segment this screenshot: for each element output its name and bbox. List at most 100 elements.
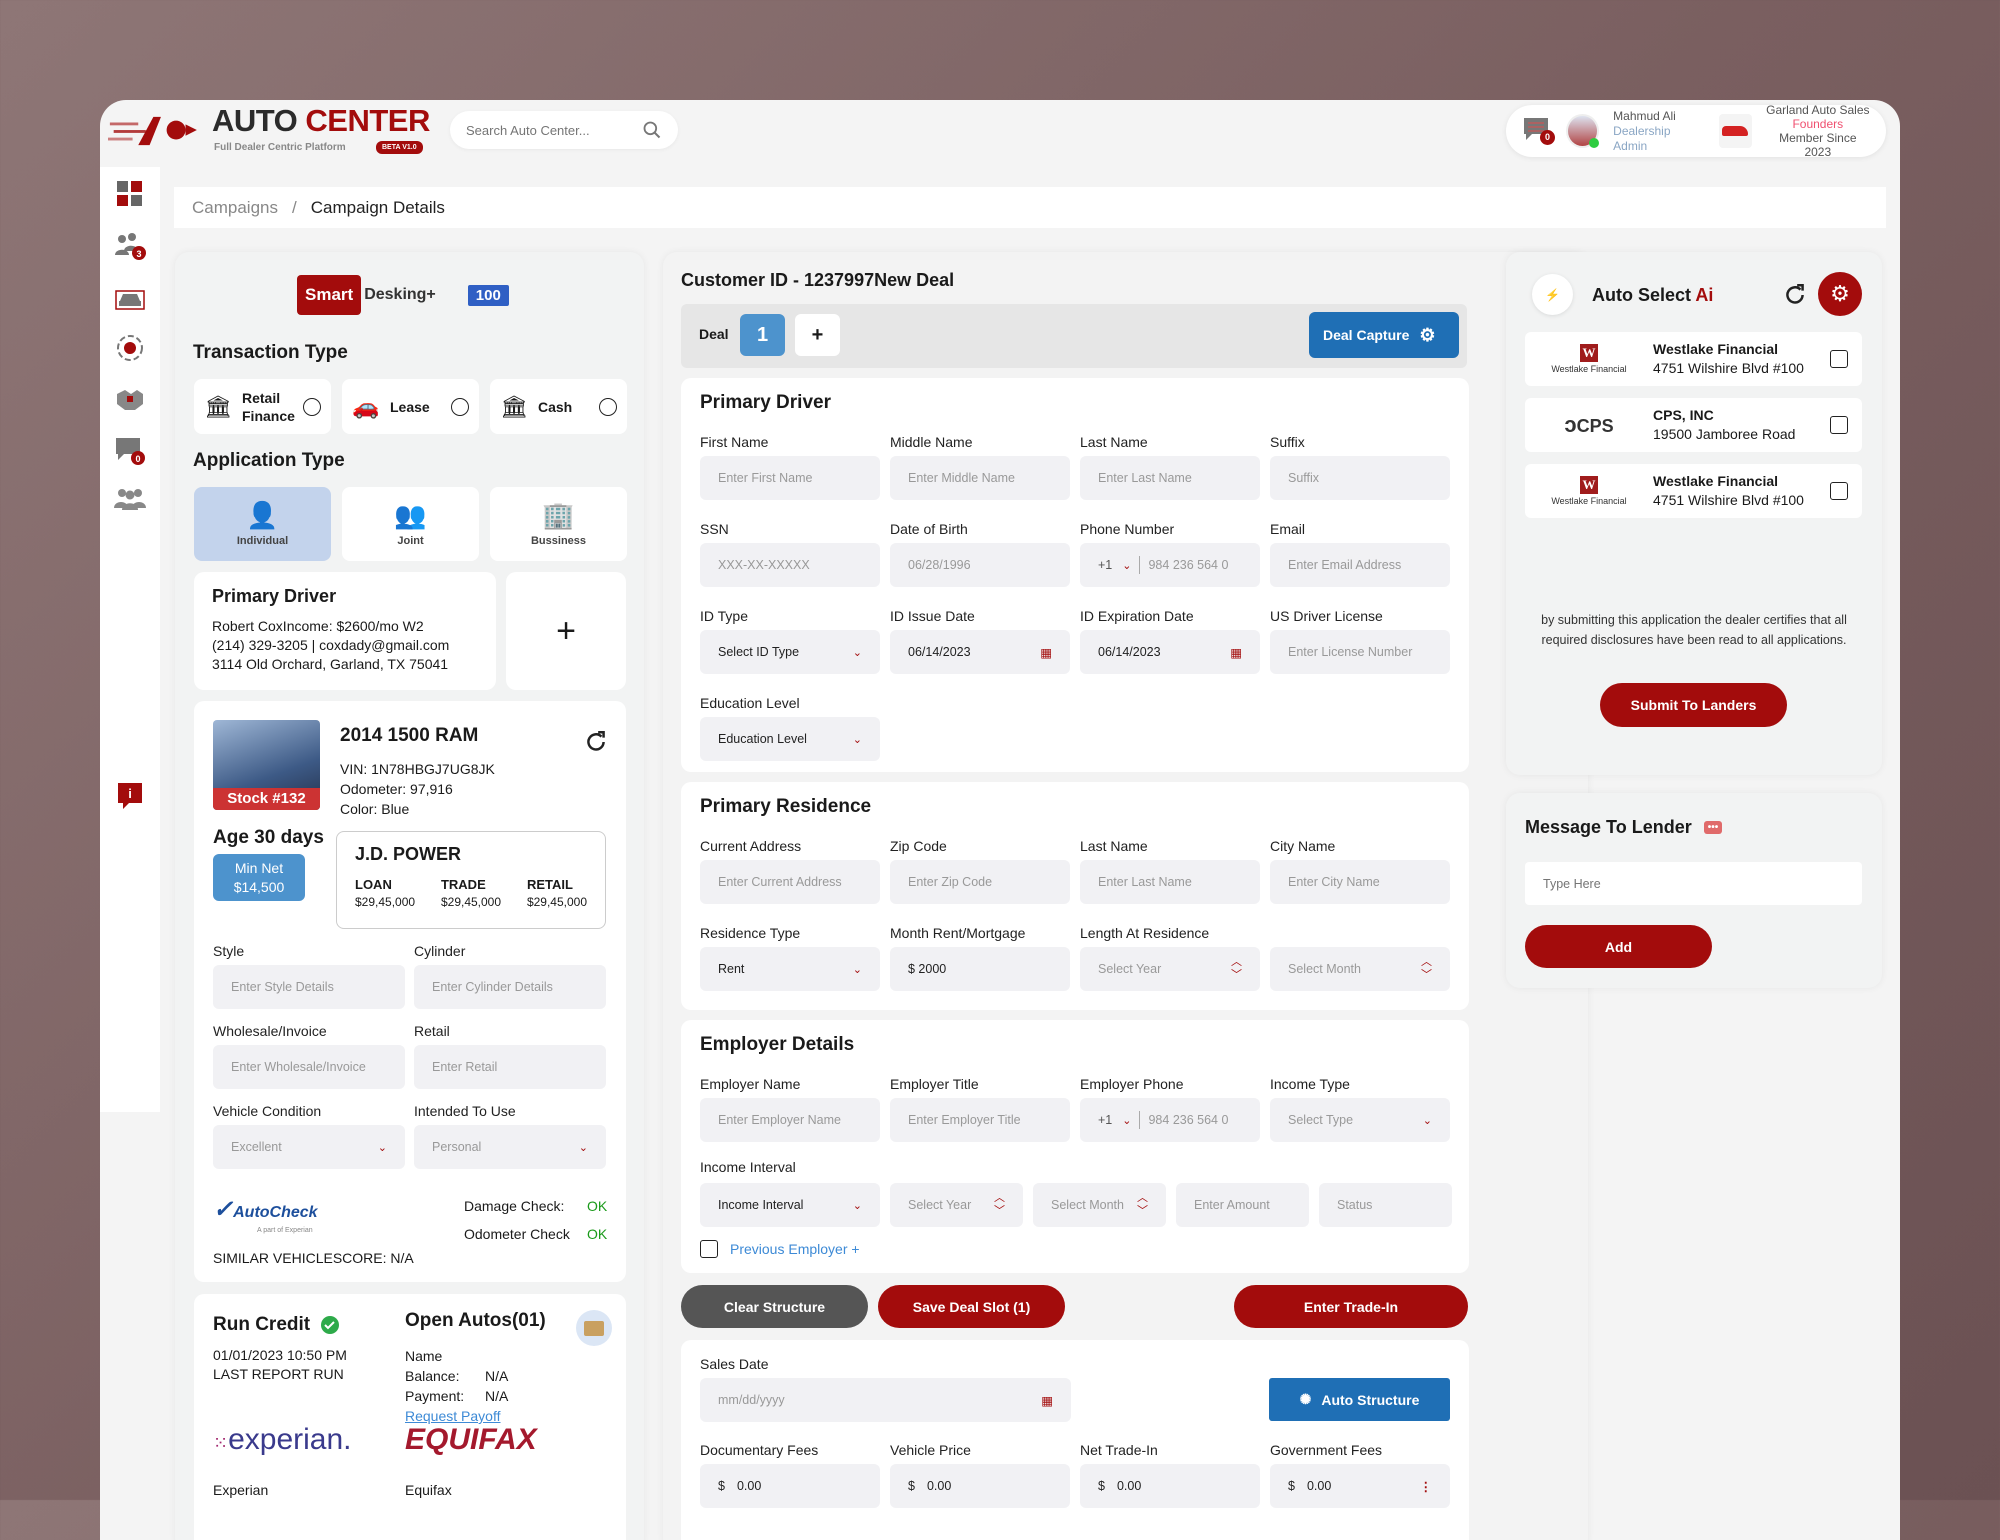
deal-slot-1-button[interactable]: 1 — [740, 314, 785, 356]
vehicle-image[interactable]: Stock #132 — [213, 720, 320, 810]
sidebar-item-dashboard[interactable] — [114, 179, 146, 209]
clear-structure-button[interactable]: Clear Structure — [681, 1285, 868, 1328]
calendar-icon[interactable]: ▦ — [1041, 1393, 1053, 1408]
email-input[interactable]: Enter Email Address — [1270, 543, 1450, 587]
experian-logo[interactable]: ⁙experian. — [213, 1423, 352, 1456]
government-fees-input[interactable]: $0.00 ⋮ — [1270, 1464, 1450, 1508]
vehicle-condition-select[interactable]: Excellent ⌄ — [213, 1125, 405, 1169]
first-name-input[interactable]: Enter First Name — [700, 456, 880, 500]
spinner-icon[interactable]: ︿ ﹀ — [994, 1192, 1005, 1217]
sales-date-input[interactable]: mm/dd/yyyy ▦ — [700, 1378, 1071, 1422]
employer-name-input[interactable]: Enter Employer Name — [700, 1098, 880, 1142]
sidebar-item-deals[interactable] — [114, 384, 146, 414]
wholesale-invoice-input[interactable]: Enter Wholesale/Invoice — [213, 1045, 405, 1089]
more-icon[interactable]: ⋮ — [1419, 1479, 1433, 1494]
chevron-down-icon[interactable]: ⌄ — [852, 733, 862, 746]
last-name-input[interactable]: Enter Last Name — [1080, 860, 1260, 904]
calendar-icon[interactable]: ▦ — [1040, 645, 1052, 660]
vehicle-price-input[interactable]: $0.00 — [890, 1464, 1070, 1508]
lender-checkbox[interactable] — [1830, 482, 1848, 500]
add-deal-button[interactable]: + — [795, 314, 840, 356]
sidebar-item-campaigns[interactable] — [114, 333, 146, 363]
residence-type-select[interactable]: Rent ⌄ — [700, 947, 880, 991]
transaction-radio[interactable] — [303, 397, 321, 416]
auto-structure-button[interactable]: ✺ Auto Structure — [1269, 1378, 1450, 1421]
application-joint[interactable]: 👥 Joint — [342, 487, 479, 561]
country-code[interactable]: +1 — [1098, 558, 1113, 572]
chevron-down-icon[interactable]: ⌄ — [852, 1199, 862, 1212]
date-of-birth-input[interactable]: 06/28/1996 — [890, 543, 1070, 587]
transaction-cash[interactable]: 🏛 Cash — [490, 379, 627, 434]
lender-checkbox[interactable] — [1830, 350, 1848, 368]
request-payoff-link[interactable]: Request Payoff — [405, 1408, 501, 1424]
status-input[interactable]: Status — [1319, 1183, 1452, 1227]
calendar-icon[interactable]: ▦ — [1230, 645, 1242, 660]
field-select[interactable]: Income Interval ⌄ — [700, 1183, 880, 1227]
transaction-lease[interactable]: 🚗 Lease — [342, 379, 479, 434]
income-type-select[interactable]: Select Type ⌄ — [1270, 1098, 1450, 1142]
middle-name-input[interactable]: Enter Middle Name — [890, 456, 1070, 500]
save-deal-slot-button[interactable]: Save Deal Slot (1) — [878, 1285, 1065, 1328]
chevron-down-icon[interactable]: ⌄ — [1122, 559, 1132, 572]
phone-number-input[interactable]: +1 ⌄ 984 236 564 0 — [1080, 543, 1260, 587]
dealer-logo[interactable] — [1718, 114, 1752, 148]
suffix-input[interactable]: Suffix — [1270, 456, 1450, 500]
transaction-radio[interactable] — [599, 397, 617, 416]
select-month-input[interactable]: Select Month ︿ ﹀ — [1033, 1183, 1166, 1227]
month-rent-mortgage-input[interactable]: $ 2000 — [890, 947, 1070, 991]
settings-gear-icon[interactable]: ⚙ — [1818, 272, 1862, 316]
breadcrumb-campaigns[interactable]: Campaigns — [192, 197, 278, 217]
lender-row[interactable]: ↄCPS CPS, INC 19500 Jamboree Road — [1525, 398, 1862, 452]
spinner-icon[interactable]: ︿ ﹀ — [1421, 956, 1432, 981]
employer-title-input[interactable]: Enter Employer Title — [890, 1098, 1070, 1142]
sidebar-item-messages[interactable]: 0 — [114, 436, 146, 466]
lender-row[interactable]: W Westlake Financial Westlake Financial 475… — [1525, 464, 1862, 518]
us-driver-license-input[interactable]: Enter License Number — [1270, 630, 1450, 674]
id-issue-date-input[interactable]: 06/14/2023 ▦ — [890, 630, 1070, 674]
select-month-input[interactable]: Select Month ︿ ﹀ — [1270, 947, 1450, 991]
messages-button[interactable]: 0 — [1522, 116, 1555, 147]
id-expiration-date-input[interactable]: 06/14/2023 ▦ — [1080, 630, 1260, 674]
sidebar-item-inventory[interactable] — [114, 283, 146, 313]
previous-employer-toggle[interactable]: Previous Employer + — [700, 1240, 860, 1258]
enter-trade-in-button[interactable]: Enter Trade-In — [1234, 1285, 1468, 1328]
equifax-logo[interactable]: EQUIFAX — [405, 1423, 537, 1456]
deal-capture-button[interactable]: Deal Capture ⚙ — [1309, 312, 1459, 358]
net-trade-in-input[interactable]: $0.00 — [1080, 1464, 1260, 1508]
application-bussiness[interactable]: 🏢 Bussiness — [490, 487, 627, 561]
spinner-icon[interactable]: ︿ ﹀ — [1231, 956, 1242, 981]
enter-amount-input[interactable]: Enter Amount — [1176, 1183, 1309, 1227]
search-icon[interactable] — [642, 119, 662, 141]
lender-row[interactable]: W Westlake Financial Westlake Financial 475… — [1525, 332, 1862, 386]
sidebar-item-info[interactable]: i — [114, 781, 146, 811]
search-input[interactable] — [466, 122, 642, 138]
user-avatar[interactable] — [1566, 114, 1600, 148]
select-year-input[interactable]: Select Year ︿ ﹀ — [890, 1183, 1023, 1227]
chevron-down-icon[interactable]: ⌄ — [377, 1141, 387, 1154]
previous-employer-link[interactable]: Previous Employer + — [730, 1241, 860, 1257]
employer-phone-input[interactable]: +1 ⌄ 984 236 564 0 — [1080, 1098, 1260, 1142]
last-name-input[interactable]: Enter Last Name — [1080, 456, 1260, 500]
transaction-retail-finance[interactable]: 🏛 Retail Finance — [194, 379, 331, 434]
message-input[interactable] — [1525, 862, 1862, 905]
add-driver-button[interactable]: + — [506, 572, 626, 690]
chevron-down-icon[interactable]: ⌄ — [1422, 1114, 1432, 1127]
id-type-select[interactable]: Select ID Type ⌄ — [700, 630, 880, 674]
refresh-icon[interactable] — [583, 729, 609, 755]
application-individual[interactable]: 👤 Individual — [194, 487, 331, 561]
add-message-button[interactable]: Add — [1525, 925, 1712, 968]
previous-employer-checkbox[interactable] — [700, 1240, 718, 1258]
chevron-down-icon[interactable]: ⌄ — [852, 646, 862, 659]
intended-to-use-select[interactable]: Personal ⌄ — [414, 1125, 606, 1169]
run-credit-button[interactable]: Run Credit — [213, 1314, 340, 1336]
city-name-input[interactable]: Enter City Name — [1270, 860, 1450, 904]
zip-code-input[interactable]: Enter Zip Code — [890, 860, 1070, 904]
length-at-residence-input[interactable]: Select Year ︿ ﹀ — [1080, 947, 1260, 991]
transaction-radio[interactable] — [451, 397, 469, 416]
education-level-select[interactable]: Education Level ⌄ — [700, 717, 880, 761]
chevron-down-icon[interactable]: ⌄ — [1122, 1114, 1132, 1127]
spinner-icon[interactable]: ︿ ﹀ — [1137, 1192, 1148, 1217]
chevron-down-icon[interactable]: ⌄ — [852, 963, 862, 976]
submit-to-landers-button[interactable]: Submit To Landers — [1600, 683, 1787, 727]
chevron-down-icon[interactable]: ⌄ — [578, 1141, 588, 1154]
